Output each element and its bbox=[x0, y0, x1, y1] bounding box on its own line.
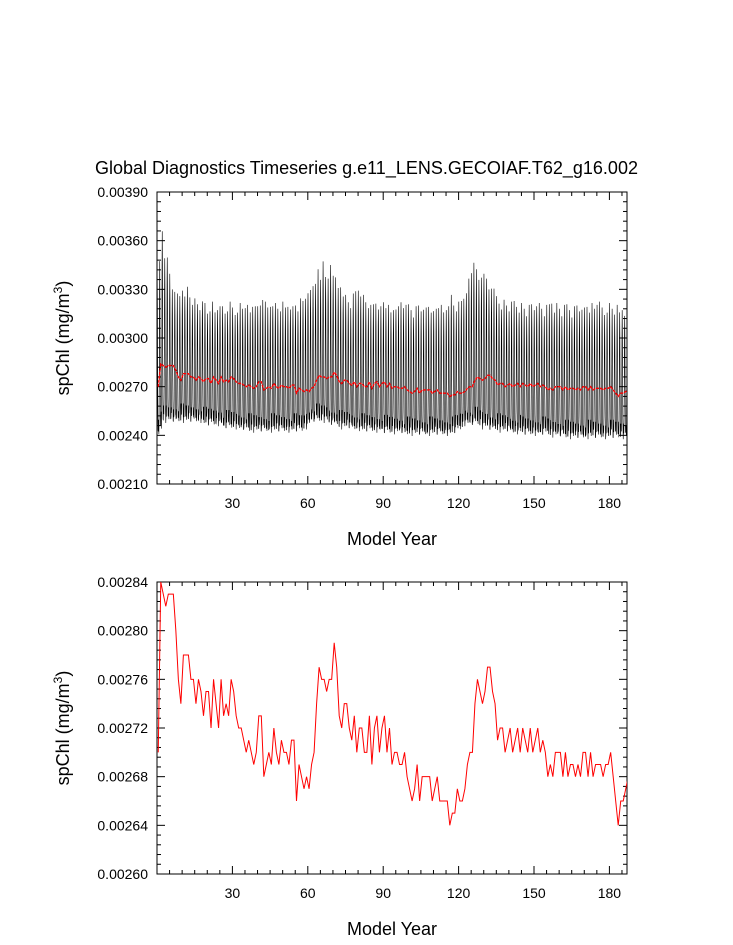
series-line-annual-mean bbox=[157, 362, 627, 398]
series-line-annual-mean bbox=[157, 582, 627, 826]
y-tick-label: 0.00260 bbox=[97, 866, 148, 882]
chart-title: Global Diagnostics Timeseries g.e11_LENS… bbox=[95, 158, 638, 178]
y-tick-label: 0.00240 bbox=[97, 427, 148, 443]
plot-frame bbox=[156, 581, 628, 875]
y-axis-title: spChl (mg/m3) bbox=[51, 281, 73, 396]
x-tick-label: 180 bbox=[598, 885, 622, 901]
x-tick-label: 150 bbox=[522, 885, 546, 901]
x-tick-label: 150 bbox=[522, 495, 546, 511]
y-tick-label: 0.00268 bbox=[97, 769, 148, 785]
y-tick-label: 0.00270 bbox=[97, 379, 148, 395]
x-tick-label: 90 bbox=[375, 885, 391, 901]
y-tick-label: 0.00284 bbox=[97, 574, 148, 590]
x-tick-label: 120 bbox=[447, 495, 471, 511]
x-tick-label: 90 bbox=[375, 495, 391, 511]
y-tick-label: 0.00280 bbox=[97, 623, 148, 639]
y-tick-label: 0.00360 bbox=[97, 233, 148, 249]
x-tick-label: 60 bbox=[300, 495, 316, 511]
x-tick-label: 180 bbox=[598, 495, 622, 511]
x-tick-label: 60 bbox=[300, 885, 316, 901]
y-tick-label: 0.00276 bbox=[97, 671, 148, 687]
x-tick-label: 30 bbox=[225, 885, 241, 901]
y-axis-title: spChl (mg/m3) bbox=[51, 671, 73, 786]
series-line-monthly bbox=[157, 231, 627, 440]
y-tick-label: 0.00300 bbox=[97, 330, 148, 346]
y-tick-label: 0.00272 bbox=[97, 720, 148, 736]
y-tick-label: 0.00390 bbox=[97, 184, 148, 200]
y-tick-label: 0.00210 bbox=[97, 476, 148, 492]
x-tick-label: 30 bbox=[225, 495, 241, 511]
x-tick-label: 120 bbox=[447, 885, 471, 901]
x-axis-title: Model Year bbox=[347, 919, 437, 939]
y-tick-label: 0.00330 bbox=[97, 281, 148, 297]
y-tick-label: 0.00264 bbox=[97, 817, 148, 833]
x-axis-title: Model Year bbox=[347, 529, 437, 549]
